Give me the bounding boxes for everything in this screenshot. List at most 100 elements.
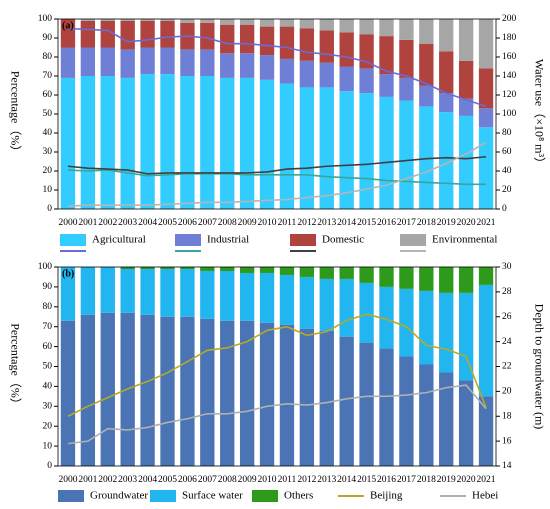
legend-label: Surface water bbox=[182, 490, 243, 502]
bar-segment bbox=[60, 77, 76, 210]
bar-segment bbox=[299, 267, 315, 277]
bar-segment bbox=[120, 49, 135, 78]
legend-label: Environmental bbox=[432, 234, 497, 246]
x-tick-label: 2001 bbox=[78, 475, 97, 485]
bar-segment bbox=[299, 60, 315, 88]
bar-segment bbox=[379, 267, 394, 287]
bar-segment bbox=[339, 278, 354, 337]
bar-segment bbox=[80, 20, 96, 48]
bar-segment bbox=[200, 19, 215, 23]
bar-segment bbox=[439, 292, 454, 373]
x-tick-label: 2005 bbox=[158, 218, 177, 228]
bar-segment bbox=[100, 76, 115, 209]
data-line bbox=[67, 141, 487, 207]
x-tick-label: 2005 bbox=[158, 475, 177, 485]
bar-segment bbox=[239, 267, 255, 273]
y2-tick-label: 20 bbox=[502, 185, 512, 195]
bar-segment bbox=[319, 30, 334, 63]
x-tick-label: 2020 bbox=[457, 475, 476, 485]
bar-segment bbox=[220, 77, 235, 210]
bar-segment bbox=[80, 47, 96, 76]
x-tick-label: 2019 bbox=[437, 475, 456, 485]
bar-segment bbox=[200, 22, 215, 50]
bar-segment bbox=[259, 79, 275, 209]
data-line bbox=[67, 27, 487, 108]
bar-segment bbox=[399, 19, 414, 40]
bar-segment bbox=[220, 19, 235, 25]
legend-label: Others bbox=[284, 490, 313, 502]
bar-segment bbox=[399, 267, 414, 289]
x-tick-label: 2006 bbox=[178, 475, 197, 485]
x-tick-label: 2007 bbox=[198, 475, 217, 485]
x-tick-label: 2002 bbox=[98, 475, 117, 485]
y2-tick-label: 80 bbox=[502, 128, 512, 138]
y-tick-label: 0 bbox=[47, 461, 52, 471]
bar-segment bbox=[439, 19, 454, 52]
y-tick-label: 0 bbox=[47, 204, 52, 214]
y-tick-label: 20 bbox=[43, 421, 53, 431]
bar-segment bbox=[120, 20, 135, 50]
y-tick-label: 30 bbox=[43, 147, 53, 157]
y-tick-label: 80 bbox=[43, 302, 53, 312]
x-tick-label: 2015 bbox=[357, 218, 376, 228]
bar-segment bbox=[180, 267, 195, 269]
bar-segment bbox=[180, 49, 195, 76]
bar-segment bbox=[359, 68, 374, 94]
bar-segment bbox=[458, 380, 474, 466]
y-tick-label: 40 bbox=[43, 382, 53, 392]
bar-segment bbox=[100, 20, 115, 48]
bar-segment bbox=[439, 372, 454, 466]
panel-label: (b) bbox=[62, 268, 74, 279]
bar-segment bbox=[319, 330, 334, 466]
bar-segment bbox=[80, 76, 96, 209]
legend-patch bbox=[400, 234, 426, 246]
x-tick-label: 2016 bbox=[377, 218, 396, 228]
bar-segment bbox=[319, 62, 334, 88]
y-tick-label: 60 bbox=[43, 90, 53, 100]
bar-segment bbox=[478, 267, 494, 285]
legend-patch bbox=[58, 490, 84, 502]
legend-label: Hebei bbox=[472, 490, 498, 502]
y2-tick-label: 180 bbox=[502, 33, 517, 43]
bar-segment bbox=[220, 320, 235, 466]
x-tick-label: 2013 bbox=[317, 218, 336, 228]
bar-segment bbox=[279, 19, 295, 27]
bar-segment bbox=[239, 19, 255, 25]
y2-tick-label: 140 bbox=[502, 71, 517, 81]
bar-segment bbox=[239, 53, 255, 78]
bar-segment bbox=[180, 76, 195, 209]
x-tick-label: 2003 bbox=[118, 218, 137, 228]
bar-segment bbox=[160, 268, 175, 317]
bar-segment bbox=[379, 74, 394, 97]
bar-segment bbox=[359, 19, 374, 35]
x-tick-label: 2004 bbox=[138, 218, 157, 228]
bar-segment bbox=[299, 276, 315, 329]
y2-tick-label: 0 bbox=[502, 204, 507, 214]
panel-label: (a) bbox=[62, 20, 74, 31]
y-tick-label: 70 bbox=[43, 322, 53, 332]
x-tick-label: 2000 bbox=[58, 475, 77, 485]
bar-segment bbox=[259, 322, 275, 466]
x-tick-label: 2008 bbox=[218, 475, 237, 485]
bar-segment bbox=[120, 268, 135, 313]
bar-segment bbox=[319, 87, 334, 209]
x-tick-label: 2016 bbox=[377, 475, 396, 485]
x-tick-label: 2004 bbox=[138, 475, 157, 485]
bar-segment bbox=[259, 26, 275, 56]
bar-segment bbox=[180, 268, 195, 317]
legend-patch bbox=[60, 234, 86, 246]
bar-segment bbox=[478, 284, 494, 397]
bar-segment bbox=[120, 77, 135, 210]
bar-segment bbox=[80, 314, 96, 466]
bar-segment bbox=[100, 19, 115, 21]
bar-segment bbox=[399, 356, 414, 466]
bar-segment bbox=[160, 20, 175, 48]
y2-tick-label: 160 bbox=[502, 52, 517, 62]
bar-segment bbox=[458, 19, 474, 61]
bar-segment bbox=[419, 267, 434, 291]
x-tick-label: 2006 bbox=[178, 218, 197, 228]
bar-segment bbox=[120, 19, 135, 21]
bar-segment bbox=[439, 112, 454, 209]
bar-segment bbox=[359, 93, 374, 209]
bar-segment bbox=[299, 328, 315, 466]
